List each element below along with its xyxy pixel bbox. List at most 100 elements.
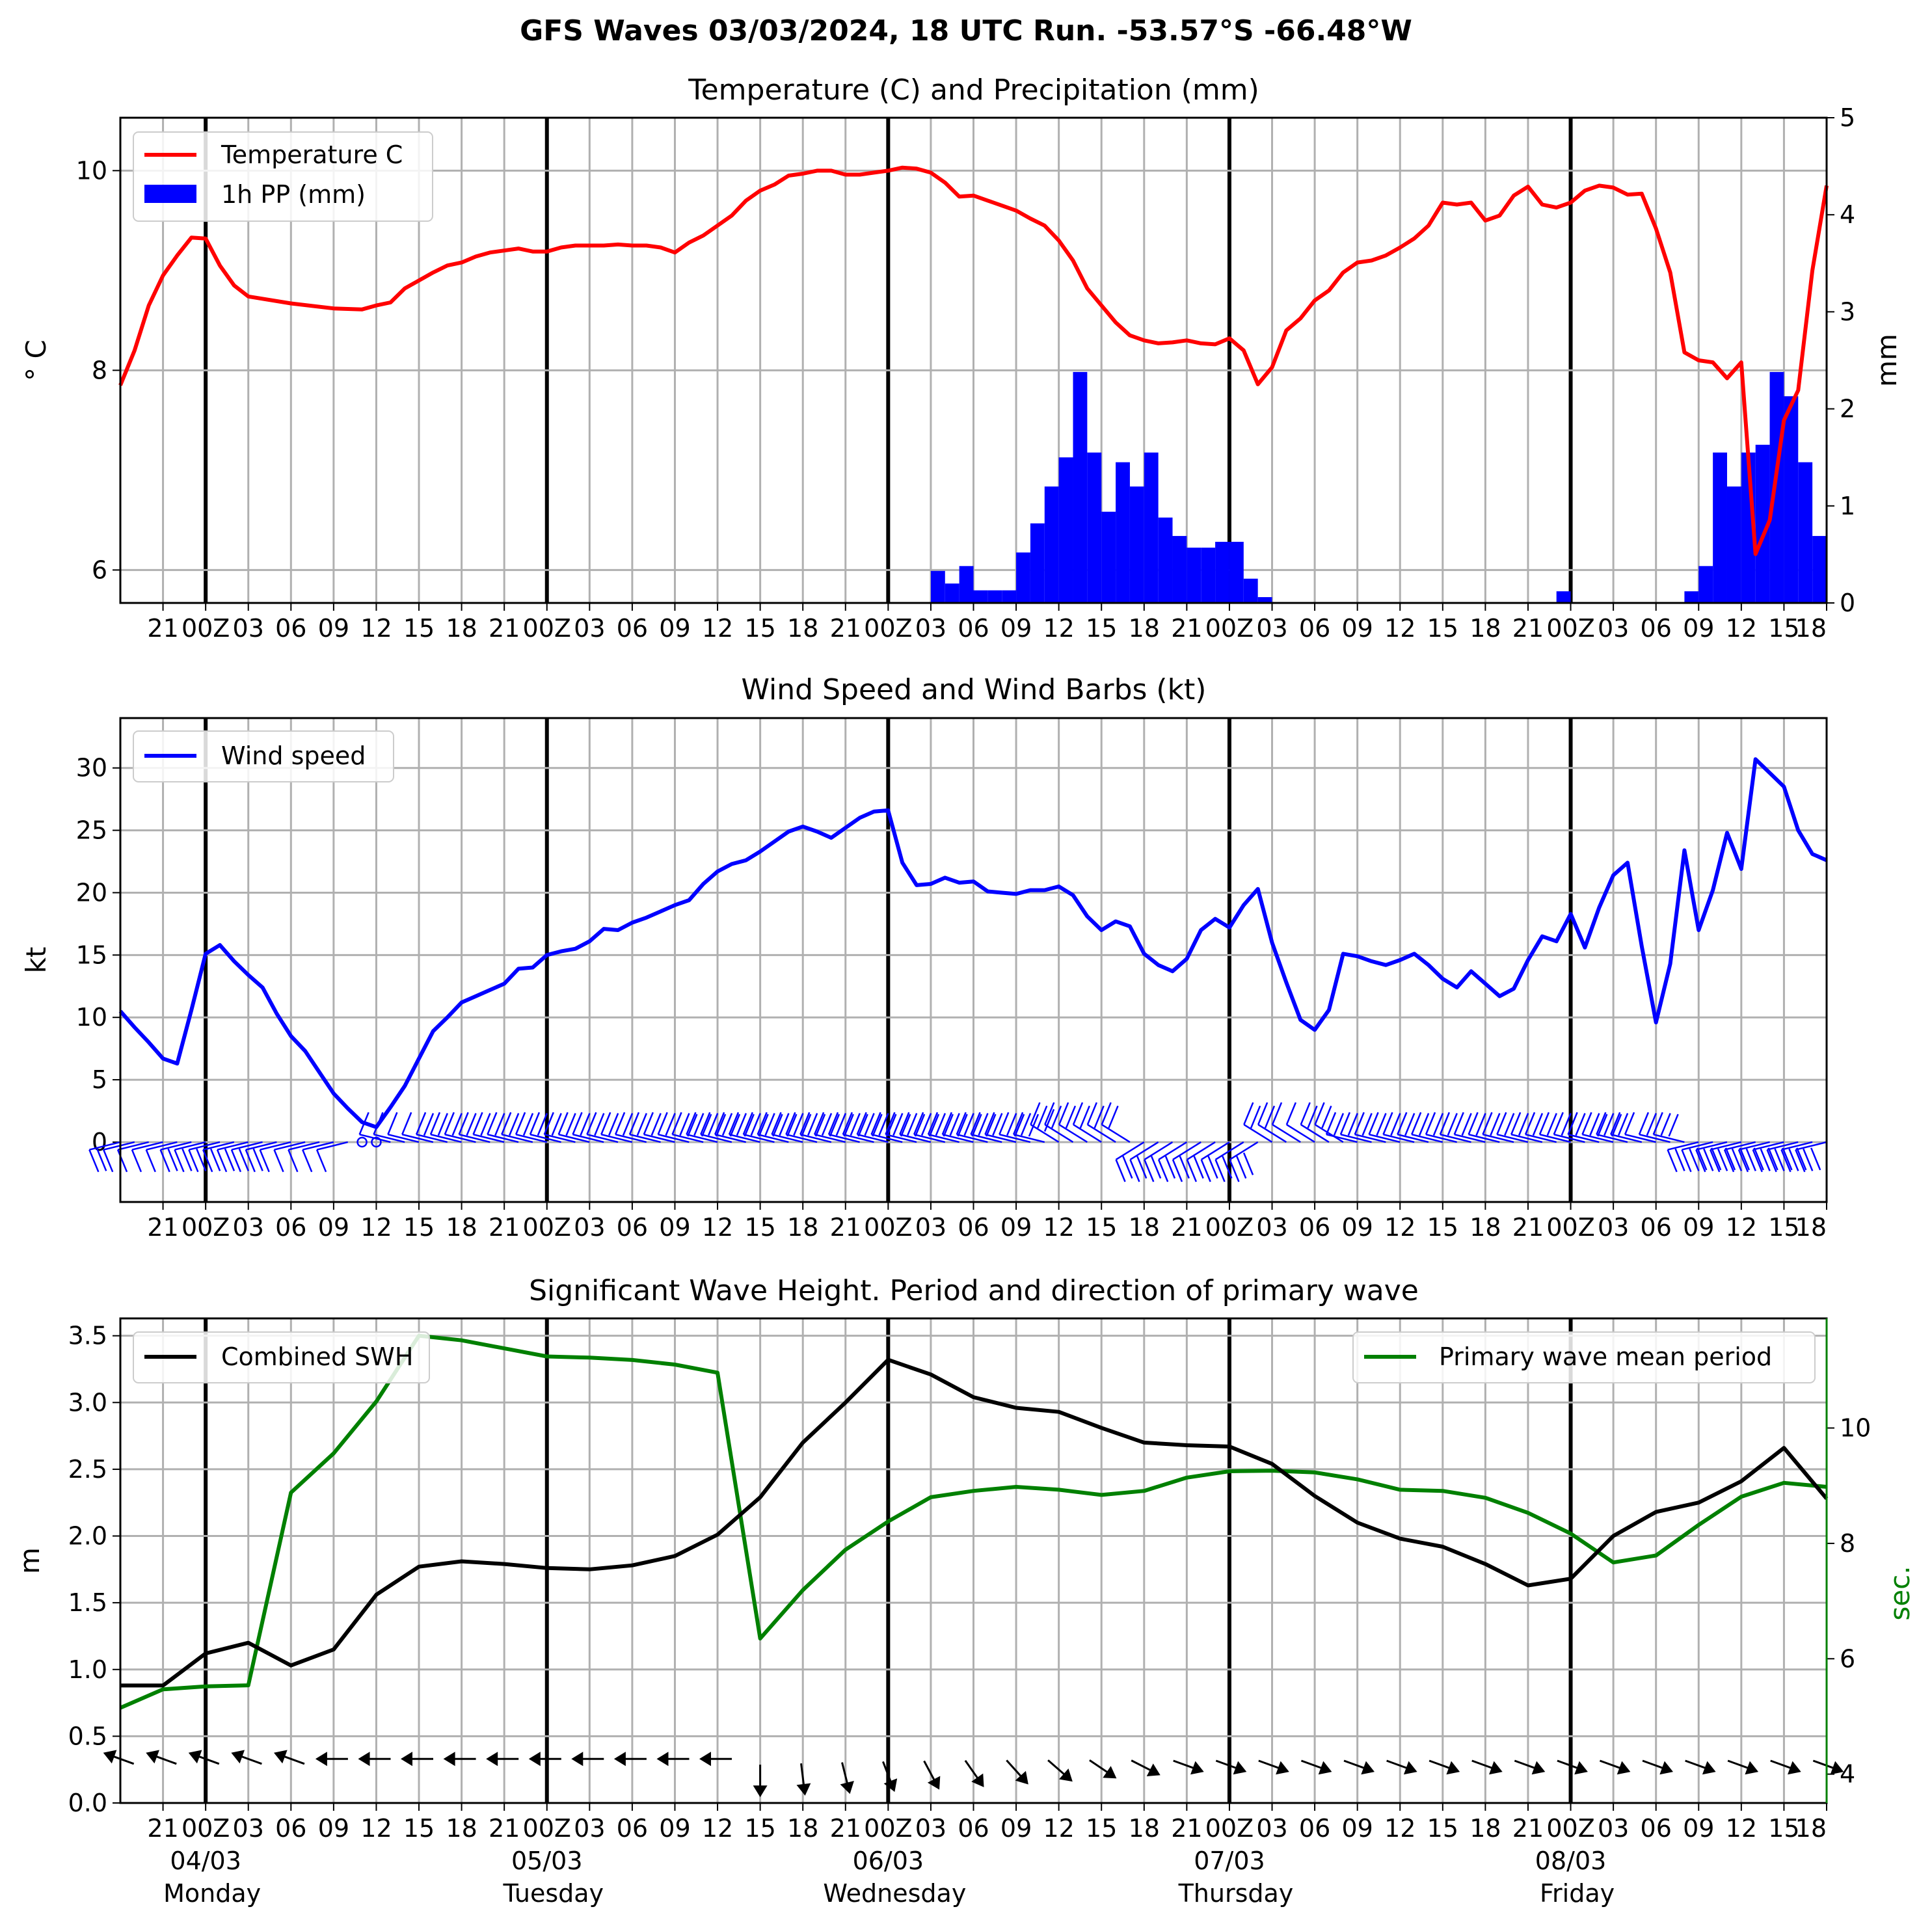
x-tick-label: 18 xyxy=(1469,1213,1501,1242)
wind-barb-flag xyxy=(1136,1156,1147,1179)
y-tick-label: 25 xyxy=(76,816,107,845)
panel1-title: Temperature (C) and Precipitation (mm) xyxy=(688,73,1259,107)
arrow-head xyxy=(1015,1770,1028,1785)
wind-barb-shaft xyxy=(544,1133,576,1143)
wind-barb-shaft xyxy=(1440,1133,1471,1143)
wind-barb-flag xyxy=(238,1148,249,1171)
wind-barb-flag xyxy=(984,1112,995,1135)
wind-barb-flag xyxy=(1780,1149,1791,1173)
x-tick-label: 06 xyxy=(1641,1213,1672,1242)
precip-bar xyxy=(945,583,959,603)
wind-barb-flag xyxy=(1652,1112,1663,1135)
wind-barb-flag xyxy=(757,1112,768,1135)
precip-bar xyxy=(1556,591,1571,603)
precip-bar xyxy=(1030,523,1045,603)
arrow-head xyxy=(1830,1761,1844,1775)
wind-barb-flag xyxy=(1432,1113,1444,1136)
x-tick-label: 06 xyxy=(275,1814,306,1843)
wind-barb-flag xyxy=(827,1112,839,1135)
x-tick-label: 03 xyxy=(574,1814,605,1843)
wind-barb-flag xyxy=(1006,1113,1017,1136)
wind-barb-shaft xyxy=(1172,1141,1201,1160)
wind-barb-flag xyxy=(572,1112,583,1135)
x-tick-label: 18 xyxy=(1795,1213,1827,1242)
date-label: 08/03 xyxy=(1535,1847,1607,1875)
wind-barb-shaft xyxy=(1340,1133,1372,1143)
wave-direction-arrow xyxy=(358,1752,391,1767)
axes-frame xyxy=(119,116,1828,604)
wind-barb-shaft xyxy=(1369,1133,1401,1143)
wind-barb-shaft xyxy=(1553,1133,1585,1143)
precip-bar xyxy=(1684,591,1699,603)
wave-direction-arrow xyxy=(1685,1759,1716,1775)
wind-barb-flag xyxy=(928,1114,940,1137)
precip-bar xyxy=(1726,486,1741,603)
x-tick-label: 09 xyxy=(659,614,690,643)
x-tick-label: 15 xyxy=(1427,1814,1458,1843)
x-tick-label: 15 xyxy=(1768,614,1799,643)
wave-direction-arrow xyxy=(923,1760,941,1790)
x-tick-label: 06 xyxy=(275,614,306,643)
x-tick-label: 09 xyxy=(1683,1213,1714,1242)
wind-barb-shaft xyxy=(1073,1124,1102,1143)
wind-barb-flag xyxy=(174,1149,185,1173)
wind-barb-shaft xyxy=(1300,1124,1330,1143)
wind-barb-shaft xyxy=(1101,1124,1131,1143)
x-tick-label: 00Z xyxy=(1546,1814,1594,1843)
wind-barb-flag xyxy=(1072,1102,1084,1125)
wind-barb-flag xyxy=(145,1149,156,1173)
wind-barb-flag xyxy=(927,1112,939,1135)
wind-barb-flag xyxy=(821,1113,833,1136)
wind-barb-flag xyxy=(1796,1147,1807,1171)
wind-barb-flag xyxy=(935,1113,946,1136)
wind-barb-flag xyxy=(1510,1112,1522,1135)
wave-direction-arrow xyxy=(273,1750,305,1765)
wind-barb-flag xyxy=(1347,1113,1358,1136)
precip-bar xyxy=(1769,371,1784,603)
wave-direction-arrow xyxy=(1300,1759,1332,1775)
precip-bar xyxy=(930,570,945,603)
wind-barb-shaft xyxy=(1738,1141,1770,1151)
wind-barb-flag xyxy=(1518,1113,1529,1136)
wind-barb-flag xyxy=(736,1113,747,1136)
precip-bar xyxy=(1087,452,1102,603)
x-tick-label: 03 xyxy=(233,1213,264,1242)
wind-barb-flag xyxy=(687,1114,698,1137)
wind-barb-shaft xyxy=(658,1133,690,1143)
wind-barb-flag xyxy=(772,1114,783,1137)
wind-barb-flag xyxy=(708,1113,719,1136)
wind-barb-flag xyxy=(1668,1114,1679,1137)
arrow-head xyxy=(1276,1761,1289,1775)
wind-barb-shaft xyxy=(359,1133,391,1143)
precip-bar xyxy=(1243,578,1258,603)
arrow-head xyxy=(1531,1761,1546,1775)
arrow-head xyxy=(927,1776,941,1790)
wind-barb-flag xyxy=(96,1148,107,1171)
wind-barb-flag xyxy=(892,1113,904,1136)
wind-barb-flag xyxy=(1723,1149,1735,1173)
arrow-head xyxy=(1318,1761,1332,1775)
wave-direction-arrow xyxy=(1343,1759,1375,1775)
wind-barb-flag xyxy=(1439,1112,1451,1135)
wind-barb-flag xyxy=(1660,1113,1671,1136)
x-tick-label: 12 xyxy=(1384,614,1415,643)
x-tick-label: 15 xyxy=(744,614,775,643)
legend-precip-label: 1h PP (mm) xyxy=(221,180,366,209)
wind-barb-flag xyxy=(829,1114,840,1137)
x-tick-label: 21 xyxy=(1512,1213,1544,1242)
y2-tick-label: 5 xyxy=(1840,103,1855,132)
wind-barb-shaft xyxy=(117,1141,150,1151)
wind-barb-flag xyxy=(1766,1149,1777,1173)
precip-bar xyxy=(1158,517,1173,603)
precip-bar xyxy=(1201,547,1216,603)
wind-barb-flag xyxy=(116,1149,128,1173)
wave-direction-arrow xyxy=(964,1759,984,1787)
x-tick-label: 00Z xyxy=(181,1213,230,1242)
wind-barb-flag xyxy=(628,1112,640,1135)
wind-barb-flag xyxy=(1425,1112,1436,1135)
wind-barb-shaft xyxy=(1229,1141,1259,1160)
wind-barb-flag xyxy=(771,1112,782,1135)
wind-barb-flag xyxy=(494,1113,505,1136)
wind-barb-flag xyxy=(1307,1105,1318,1128)
wind-barb-flag xyxy=(537,1113,548,1136)
